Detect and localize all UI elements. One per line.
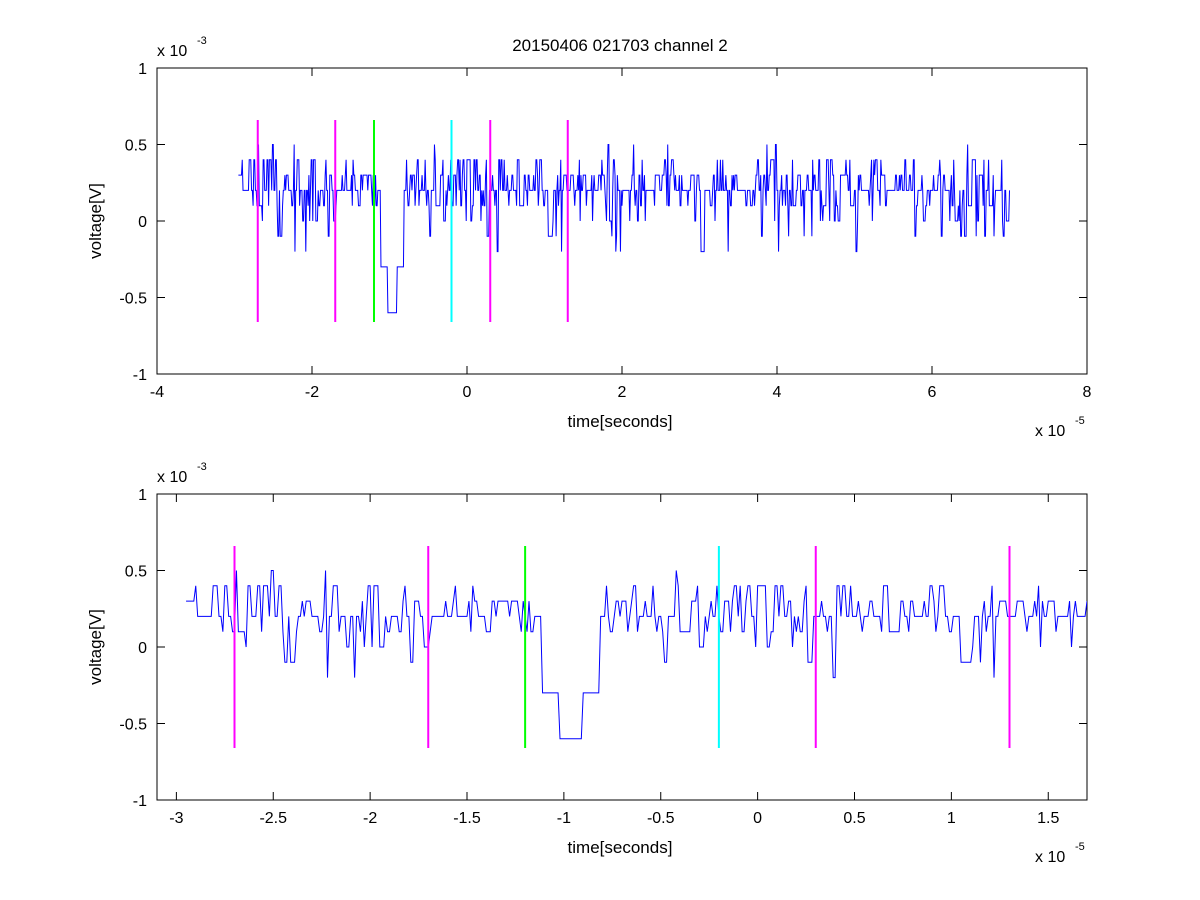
y-tick-label: 1 [138,487,147,504]
x-exponent: -5 [1075,841,1085,853]
x-tick-label: -3 [169,810,183,827]
x-tick-label: 0.5 [843,810,865,827]
x-tick-label: -2.5 [259,810,287,827]
y-exponent: -3 [197,35,207,47]
plot-frame [156,67,1088,375]
y-exponent: -3 [197,461,207,473]
x-tick-label: 6 [928,384,937,401]
x-exponent-label: x 10 [1035,849,1065,866]
x-tick-label: 8 [1083,384,1092,401]
x-exponent-label: x 10 [1035,423,1065,440]
y-tick-label: 0 [138,214,147,231]
x-tick-label: 0 [463,384,472,401]
y-exponent-label: x 10 [157,469,187,486]
x-exponent: -5 [1075,415,1085,427]
x-tick-label: -1.5 [453,810,481,827]
y-tick-label: -0.5 [119,717,147,734]
y-tick-label: -1 [133,793,147,810]
y-exponent-label: x 10 [157,43,187,60]
x-tick-label: 4 [773,384,782,401]
bottom-plot: -3 -2.5 -2 -1.5 -1 -0.5 0 0.5 1 1.5 -1 -0.5 0 0.5 1 x 1… [86,461,1088,866]
x-tick-label: -1 [557,810,571,827]
signal-line [186,570,1087,740]
y-tick-label: -0.5 [119,291,147,308]
x-tick-label: 0 [753,810,762,827]
x-axis-label: time[seconds] [568,838,673,857]
x-tick-label: 1.5 [1037,810,1059,827]
x-axis-label: time[seconds] [568,412,673,431]
y-axis-label: voltage[V] [86,183,105,259]
y-tick-label: 0.5 [125,138,147,155]
y-tick-label: 0.5 [125,564,147,581]
figure-title: 20150406 021703 channel 2 [512,36,728,55]
x-tick-label: 2 [618,384,627,401]
plot-frame [156,493,1088,801]
x-tick-label: -2 [305,384,319,401]
x-tick-label: -0.5 [647,810,675,827]
y-tick-label: 1 [138,61,147,78]
signal-line [238,144,1010,314]
y-tick-label: -1 [133,367,147,384]
x-tick-label: -2 [363,810,377,827]
y-axis-label: voltage[V] [86,609,105,685]
top-plot: -4 -2 0 2 4 6 8 -1 -0.5 0 0.5 1 x 10 -3 x 10 -5 time[sec… [86,35,1092,440]
x-tick-label: 1 [947,810,956,827]
y-tick-label: 0 [138,640,147,657]
x-tick-label: -4 [150,384,164,401]
